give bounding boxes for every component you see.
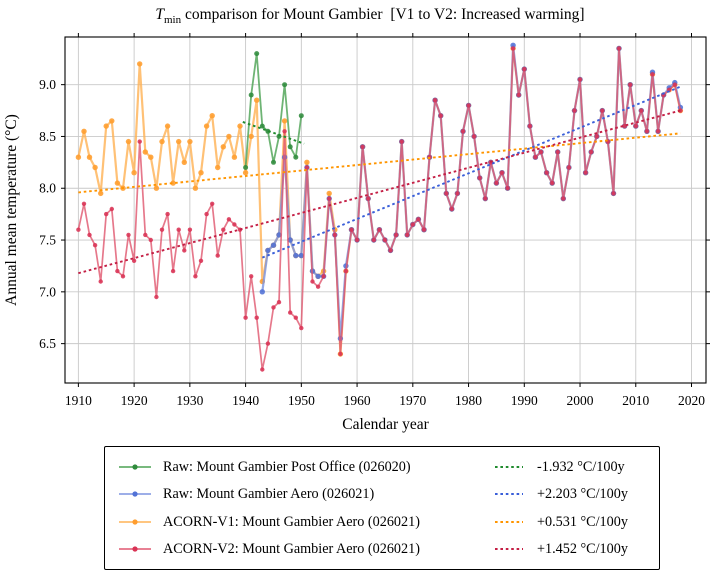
x-tick-label: 1960 (344, 393, 371, 408)
series-line-dot-swatch (119, 464, 151, 470)
x-tick-label: 1910 (65, 393, 92, 408)
x-tick-label: 1950 (288, 393, 315, 408)
series-label: Raw: Mount Gambier Aero (026021) (163, 486, 375, 503)
trend-dotted-swatch (495, 465, 523, 468)
y-tick-label: 8.5 (39, 129, 56, 144)
trend-dotted-swatch (495, 548, 523, 551)
x-tick-label: 2000 (567, 393, 594, 408)
series-label: Raw: Mount Gambier Post Office (026020) (163, 458, 411, 475)
x-tick-label: 2010 (622, 393, 649, 408)
plot-border (64, 36, 707, 384)
title-text: comparison for Mount Gambier [V1 to V2: … (181, 6, 585, 23)
x-axis-label: Calendar year (342, 416, 429, 433)
x-tick-label: 1920 (121, 393, 148, 408)
title-math-T: T (155, 6, 164, 23)
y-tick-label: 8.0 (39, 181, 56, 196)
trend-dotted-swatch (495, 493, 523, 496)
series-line-dot-swatch (119, 546, 151, 552)
chart-title: Tmin comparison for Mount Gambier [V1 to… (40, 6, 700, 26)
title-subscript: min (164, 14, 182, 27)
x-tick-label: 1940 (232, 393, 259, 408)
y-axis-label: Annual mean temperature (°C) (3, 114, 20, 306)
series-acorn_v2 (76, 46, 683, 372)
trend-line-raw_aero (261, 85, 681, 259)
x-tick-label: 1990 (511, 393, 538, 408)
series-label: ACORN-V1: Mount Gambier Aero (026021) (163, 513, 420, 530)
x-tick-label: 1930 (176, 393, 203, 408)
legend: Raw: Mount Gambier Post Office (026020) … (104, 446, 660, 570)
trend-label: +0.531 °C/100y (537, 513, 628, 530)
series-label: ACORN-V2: Mount Gambier Aero (026021) (163, 541, 420, 558)
legend-item-acorn-v1: ACORN-V1: Mount Gambier Aero (026021) +0… (117, 513, 649, 530)
trend-line-acorn_v2 (78, 109, 681, 275)
tick-labels: 1910 1920 1930 1940 1950 1960 1970 1980 1990 2000… (39, 33, 710, 408)
trend-line-raw_post_office (242, 121, 305, 145)
trend-dotted-swatch (495, 520, 523, 523)
y-tick-label: 6.5 (39, 336, 56, 351)
legend-item-acorn-v2: ACORN-V2: Mount Gambier Aero (026021) +1… (117, 542, 649, 556)
series-line-dot-swatch (119, 491, 151, 497)
x-tick-label: 2020 (678, 393, 705, 408)
series-line-dot-swatch (119, 519, 151, 525)
trend-label: +2.203 °C/100y (537, 486, 628, 503)
trend-label: +1.452 °C/100y (537, 541, 628, 558)
plot-area: 1910 1920 1930 1940 1950 1960 1970 1980 1990 2000… (3, 33, 710, 433)
trend-line-acorn_v1 (78, 132, 681, 194)
trend-label: -1.932 °C/100y (537, 458, 625, 475)
legend-item-raw-post-office: Raw: Mount Gambier Post Office (026020) … (117, 458, 649, 475)
series-raw_aero (259, 42, 684, 342)
y-tick-label: 9.0 (39, 77, 56, 92)
y-tick-label: 7.5 (39, 233, 56, 248)
series-raw_post_office (243, 51, 304, 170)
gridlines (65, 37, 706, 383)
x-tick-label: 1980 (455, 393, 482, 408)
x-tick-label: 1970 (399, 393, 426, 408)
y-tick-label: 7.0 (39, 284, 56, 299)
series-acorn_v1 (75, 45, 684, 357)
legend-item-raw-aero: Raw: Mount Gambier Aero (026021) +2.203 … (117, 487, 649, 501)
